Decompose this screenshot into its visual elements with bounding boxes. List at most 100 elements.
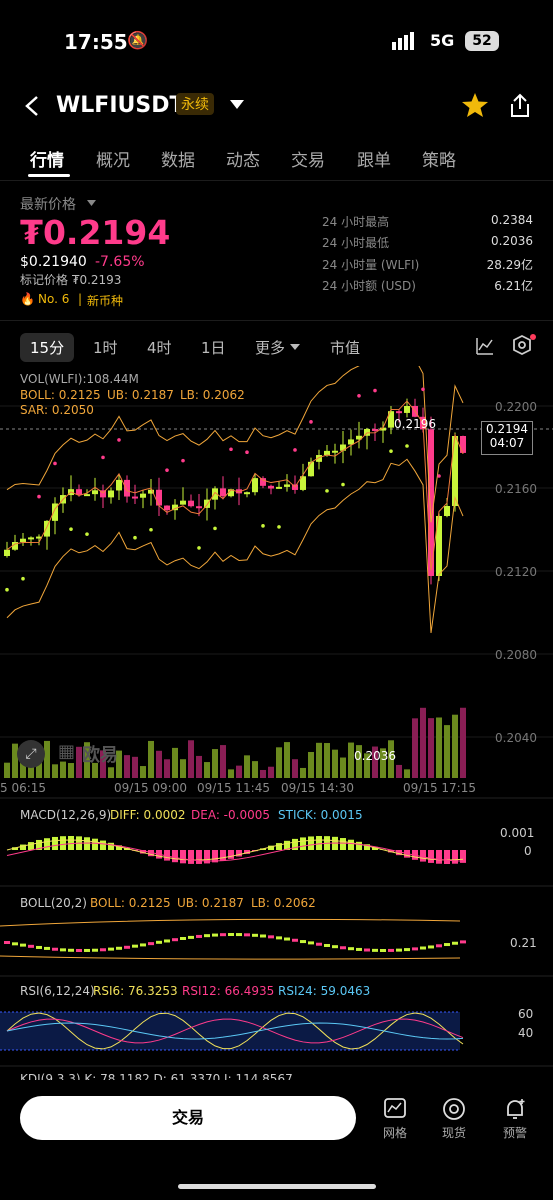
divider — [0, 180, 553, 181]
volume-bar — [52, 764, 58, 778]
boll-mini-candle — [36, 945, 42, 949]
rsi-ytick: 40 — [518, 1026, 534, 1040]
spot-icon — [443, 1098, 465, 1120]
candle — [268, 485, 274, 489]
separator: | — [78, 292, 83, 306]
boll-title: BOLL(20,2) — [20, 896, 87, 910]
boll-mini-candle — [116, 946, 122, 950]
volume-bar — [60, 761, 66, 778]
volume-bar — [204, 762, 210, 778]
candle — [164, 505, 170, 511]
tab-copy[interactable]: 跟单 — [357, 151, 391, 171]
tab-market[interactable]: 行情 — [30, 151, 64, 171]
tab-feed[interactable]: 动态 — [226, 151, 260, 171]
rank-badge[interactable]: No. 6 — [38, 292, 70, 306]
macd-bar — [100, 840, 106, 850]
market-cap-tab[interactable]: 市值 — [330, 339, 361, 357]
candle — [108, 490, 114, 498]
volume-bar — [268, 766, 274, 778]
x-tick: 5 06:15 — [0, 781, 47, 795]
candle — [332, 450, 338, 453]
macd-bar — [284, 840, 290, 850]
timeframe-4h[interactable]: 4时 — [147, 339, 172, 357]
share-icon[interactable] — [508, 93, 532, 119]
pair-title[interactable]: WLFIUSDT — [56, 93, 185, 118]
candle — [36, 536, 42, 539]
tab-overview[interactable]: 概况 — [96, 151, 130, 171]
boll-mini-candle — [412, 947, 418, 951]
boll-mini-candle — [92, 948, 98, 952]
boll-mini-candle — [372, 948, 378, 952]
star-icon[interactable] — [461, 92, 489, 118]
settings-icon[interactable] — [511, 333, 537, 359]
volume-bar — [44, 740, 50, 778]
timeframe-1d[interactable]: 1日 — [201, 339, 226, 357]
candle — [452, 436, 458, 506]
volume-bar — [180, 759, 186, 778]
macd-bar — [372, 846, 378, 850]
boll-mini-candle — [156, 940, 162, 944]
boll-mini-candle — [44, 946, 50, 950]
new-coin-tag[interactable]: 新币种 — [87, 294, 124, 308]
rsi-ytick: 60 — [518, 1007, 534, 1021]
rsi12-line — [6, 1018, 464, 1044]
macd-dea-line — [6, 842, 464, 862]
high-marker: 0.2196 — [394, 417, 436, 431]
candlestick-chart[interactable] — [0, 366, 553, 1080]
volume-bar — [332, 749, 338, 778]
volume-bar — [212, 749, 218, 778]
volume-bar — [308, 751, 314, 778]
boll-mini-candle — [260, 934, 266, 938]
macd-bar — [116, 845, 122, 850]
boll-mini-candle — [444, 943, 450, 947]
tab-strategy[interactable]: 策略 — [422, 151, 456, 171]
volume-bar — [348, 742, 354, 778]
macd-bar — [188, 850, 194, 864]
price-label[interactable]: 最新价格 — [20, 197, 76, 213]
macd-bar — [276, 843, 282, 850]
boll-mini-candle — [132, 944, 138, 948]
boll-mini-candle — [20, 943, 26, 947]
caret-down-icon[interactable] — [230, 100, 244, 110]
candle — [20, 538, 26, 543]
sar-dot — [181, 458, 185, 463]
candle — [196, 506, 202, 509]
caret-down-icon — [87, 200, 96, 206]
macd-ytick: 0 — [524, 844, 532, 858]
sar-dot — [293, 448, 297, 452]
grid-button[interactable]: 网格 — [375, 1097, 415, 1141]
tab-data[interactable]: 数据 — [161, 151, 195, 171]
tab-trade[interactable]: 交易 — [291, 151, 325, 171]
network-label: 5G — [430, 31, 455, 50]
candle — [252, 478, 258, 493]
timeframe-15m[interactable]: 15分 — [20, 333, 75, 362]
alert-button[interactable]: 预警 — [495, 1097, 535, 1141]
trade-button[interactable]: 交易 — [20, 1096, 356, 1140]
candle — [212, 488, 218, 500]
boll-mini-candle — [340, 946, 346, 950]
divider — [0, 320, 553, 321]
candle — [52, 503, 58, 521]
vol-label: VOL(WLFI):108.44M — [20, 372, 139, 386]
spot-button[interactable]: 现货 — [434, 1097, 474, 1141]
volume-bar — [92, 762, 98, 778]
spot-label: 现货 — [441, 1126, 466, 1140]
volume-bar — [340, 757, 346, 778]
candle — [116, 479, 122, 491]
boll-mini-candle — [68, 948, 74, 952]
macd-bar — [172, 850, 178, 863]
macd-bar — [52, 836, 58, 850]
x-tick: 09/15 11:45 — [197, 781, 270, 795]
macd-bar — [84, 837, 90, 850]
timeframe-1h[interactable]: 1时 — [93, 339, 118, 357]
volume-bar — [68, 763, 74, 778]
sar-dot — [325, 489, 329, 493]
sar-dot — [421, 387, 425, 392]
macd-bar — [12, 847, 18, 850]
back-icon[interactable] — [24, 95, 40, 117]
indicator-icon[interactable] — [475, 336, 495, 356]
stat-key: 24 小时最高 — [322, 215, 390, 229]
fire-icon: 🔥 — [20, 292, 35, 306]
fullscreen-icon[interactable]: ⤢ — [17, 740, 45, 768]
timeframe-more[interactable]: 更多 — [255, 339, 286, 357]
